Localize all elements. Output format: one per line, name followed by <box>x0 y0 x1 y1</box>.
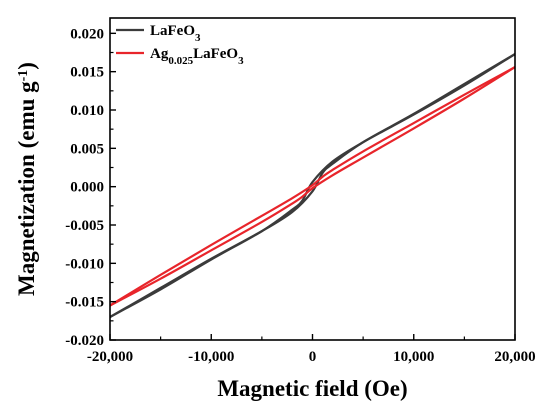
y-tick-label: 0.005 <box>70 141 104 157</box>
legend-label-lafeo3-sub: 3 <box>195 32 201 44</box>
legend: LaFeO3 Ag0.025LaFeO3 <box>116 23 244 67</box>
x-axis-title: Magnetic field (Oe) <box>217 376 407 401</box>
y-tick-label: 0.010 <box>70 103 104 119</box>
x-tick-label: 20,000 <box>494 349 535 365</box>
legend-label-ag-sub2: 3 <box>238 55 244 67</box>
y-tick-label: -0.010 <box>65 256 104 272</box>
legend-label-lafeo3: LaFeO3 <box>150 23 201 44</box>
x-tick-label: -10,000 <box>188 349 234 365</box>
legend-label-lafeo3-base: LaFeO <box>150 23 195 39</box>
series-ag-lafeo3-branch-upper <box>109 66 516 307</box>
series-ag-lafeo3-branch-lower <box>109 66 516 307</box>
y-axis-title-main: Magnetization (emu g <box>14 81 39 296</box>
legend-label-ag-lafeo3: Ag0.025LaFeO3 <box>150 46 244 67</box>
series-layer <box>109 53 516 318</box>
y-tick-label: -0.020 <box>65 333 104 349</box>
y-tick-label: 0.020 <box>70 26 104 42</box>
legend-label-ag-base: Ag <box>150 46 169 62</box>
legend-label-ag-tail: LaFeO <box>193 46 238 62</box>
y-tick-label: -0.015 <box>65 295 104 311</box>
x-tick-label: -20,000 <box>87 349 133 365</box>
y-axis-title: Magnetization (emu g-1) <box>14 62 39 296</box>
y-axis-title-close: ) <box>14 62 39 70</box>
y-axis-title-sup: -1 <box>16 70 31 82</box>
legend-label-ag-sub: 0.025 <box>168 55 193 67</box>
y-tick-label: 0.015 <box>70 65 104 81</box>
y-tick-label: -0.005 <box>65 218 104 234</box>
x-tick-label: 0 <box>309 349 317 365</box>
y-tick-label: 0.000 <box>70 180 104 196</box>
ticks-layer: -20,000 -10,000 0 10,000 20,000 -0.020 -0.015 -… <box>65 26 535 365</box>
x-tick-label: 10,000 <box>393 349 434 365</box>
